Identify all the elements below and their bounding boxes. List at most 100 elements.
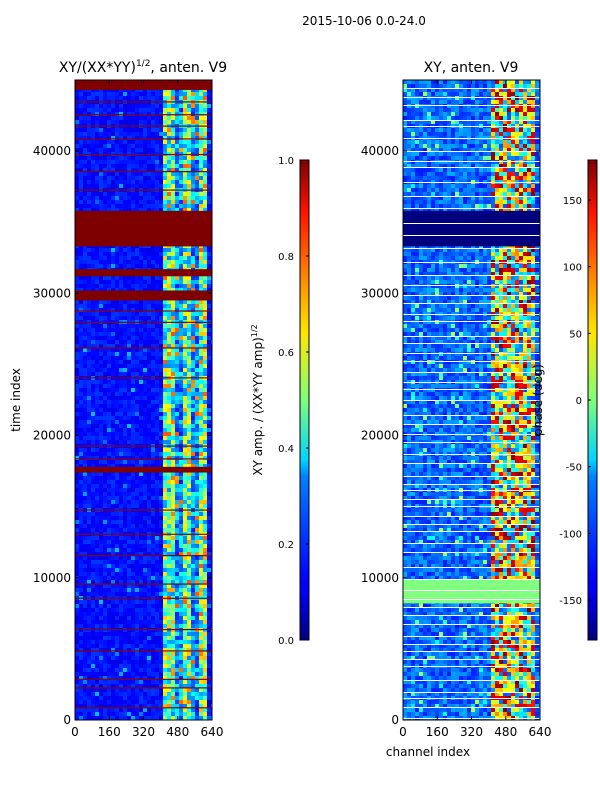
heatmap-cell <box>187 300 191 304</box>
heatmap-cell <box>187 392 191 396</box>
heatmap-cell <box>191 424 195 428</box>
heatmap-cell <box>127 452 131 456</box>
heatmap-cell <box>171 304 175 308</box>
heatmap-cell <box>187 612 191 616</box>
heatmap-cell <box>167 564 171 568</box>
heatmap-cell <box>167 484 171 488</box>
heatmap-cell <box>195 488 199 492</box>
heatmap-cell <box>163 316 167 320</box>
heatmap-cell <box>107 460 111 464</box>
heatmap-cell <box>195 340 199 344</box>
heatmap-cell <box>199 392 203 396</box>
heatmap-cell <box>207 168 211 172</box>
heatmap-cell <box>139 580 143 584</box>
heatmap-cell <box>175 620 179 624</box>
heatmap-cell <box>79 180 83 184</box>
heatmap-cell <box>187 388 191 392</box>
heatmap-cell <box>83 404 87 408</box>
heatmap-cell <box>171 132 175 136</box>
heatmap-cell <box>155 476 159 480</box>
heatmap-cell <box>151 168 155 172</box>
heatmap-cell <box>103 364 107 368</box>
heatmap-cell <box>183 548 187 552</box>
heatmap-cell <box>163 340 167 344</box>
heatmap-cell <box>203 144 207 148</box>
heatmap-cell <box>131 192 135 196</box>
heatmap-cell <box>199 372 203 376</box>
heatmap-cell <box>171 548 175 552</box>
heatmap-cell <box>203 92 207 96</box>
heatmap-cell <box>199 612 203 616</box>
heatmap-cell <box>111 420 115 424</box>
heatmap-cell <box>151 340 155 344</box>
heatmap-cell <box>187 200 191 204</box>
heatmap-cell <box>91 88 95 92</box>
heatmap-cell <box>167 464 171 468</box>
heatmap-cell <box>207 348 211 352</box>
heatmap-cell <box>83 280 87 284</box>
heatmap-cell <box>91 184 95 188</box>
heatmap-cell <box>131 148 135 152</box>
heatmap-cell <box>111 640 115 644</box>
heatmap-cell <box>155 604 159 608</box>
heatmap-cell <box>91 412 95 416</box>
heatmap-cell <box>119 448 123 452</box>
heatmap-cell <box>159 568 163 572</box>
heatmap-cell <box>107 172 111 176</box>
heatmap-cell <box>183 484 187 488</box>
heatmap-cell <box>103 524 107 528</box>
heatmap-cell <box>155 440 159 444</box>
heatmap-cell <box>79 504 83 508</box>
heatmap-cell <box>183 168 187 172</box>
heatmap-cell <box>199 436 203 440</box>
heatmap-cell <box>123 140 127 144</box>
heatmap-cell <box>83 524 87 528</box>
heatmap-cell <box>131 196 135 200</box>
heatmap-cell <box>207 436 211 440</box>
heatmap-cell <box>163 180 167 184</box>
heatmap-cell <box>127 208 131 212</box>
heatmap-cell <box>79 264 83 268</box>
heatmap-cell <box>103 356 107 360</box>
heatmap-cell <box>203 252 207 256</box>
heatmap-cell <box>183 260 187 264</box>
heatmap-cell <box>195 304 199 308</box>
heatmap-cell <box>139 624 143 628</box>
heatmap-cell <box>87 128 91 132</box>
heatmap-cell <box>163 332 167 336</box>
heatmap-cell <box>167 428 171 432</box>
heatmap-cell <box>195 360 199 364</box>
heatmap-cell <box>107 388 111 392</box>
heatmap-cell <box>163 440 167 444</box>
heatmap-cell <box>91 572 95 576</box>
heatmap-cell <box>115 120 119 124</box>
heatmap-cell <box>199 164 203 168</box>
heatmap-cell <box>135 264 139 268</box>
heatmap-cell <box>107 312 111 316</box>
heatmap-cell <box>179 580 183 584</box>
heatmap-cell <box>147 632 151 636</box>
heatmap-cell <box>155 528 159 532</box>
heatmap-cell <box>103 632 107 636</box>
heatmap-cell <box>79 200 83 204</box>
heatmap-cell <box>83 116 87 120</box>
heatmap-cell <box>103 324 107 328</box>
heatmap-cell <box>207 116 211 120</box>
heatmap-cell <box>83 340 87 344</box>
heatmap-cell <box>127 264 131 268</box>
heatmap-cell <box>163 552 167 556</box>
heatmap-cell <box>147 128 151 132</box>
heatmap-cell <box>91 616 95 620</box>
heatmap-cell <box>95 556 99 560</box>
heatmap-cell <box>175 636 179 640</box>
heatmap-cell <box>127 284 131 288</box>
heatmap-cell <box>187 204 191 208</box>
heatmap-cell <box>143 304 147 308</box>
heatmap-cell <box>91 176 95 180</box>
heatmap-cell <box>183 588 187 592</box>
heatmap-cell <box>135 108 139 112</box>
heatmap-cell <box>183 332 187 336</box>
heatmap-cell <box>171 348 175 352</box>
heatmap-cell <box>111 192 115 196</box>
heatmap-cell <box>191 504 195 508</box>
